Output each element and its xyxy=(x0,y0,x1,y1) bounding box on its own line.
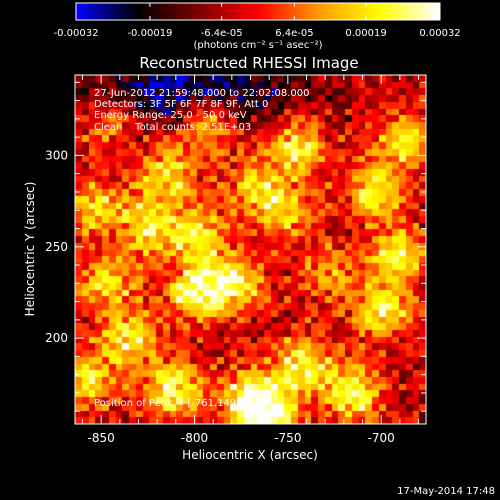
plot-area: -850 -800 -750 -700 200 250 300 27-Jun-2012 21… xyxy=(45,74,427,445)
colorbar-tick-label: -0.00019 xyxy=(127,28,172,39)
colorbar-border xyxy=(75,2,441,21)
x-axis-label: Heliocentric X (arcsec) xyxy=(182,448,318,462)
axis-ticks: -850 -800 -750 -700 200 250 300 xyxy=(45,75,426,445)
colorbar-tick-label: 0.00032 xyxy=(419,28,460,39)
y-tick-label: 200 xyxy=(45,331,68,345)
colorbar-tick-label: -0.00032 xyxy=(54,28,99,39)
annotation-detectors: Detectors: 3F 5F 6F 7F 8F 9F, Att 0 xyxy=(94,99,268,110)
peak-position-label: Position of Peak = [-761,149] xyxy=(94,398,240,409)
colorbar-tick-label: -6.4e-05 xyxy=(201,28,243,39)
date-stamp: 17-May-2014 17:48 xyxy=(397,486,495,497)
colorbar-ticks: -0.00032 -0.00019 -6.4e-05 6.4e-05 0.00019 0.… xyxy=(54,3,461,39)
colorbar-gradient xyxy=(76,3,440,20)
x-tick-label: -800 xyxy=(181,431,208,445)
chart-title: Reconstructed RHESSI Image xyxy=(139,54,358,72)
x-tick-label: -700 xyxy=(368,431,395,445)
annotation-block: 27-Jun-2012 21:59:48.000 to 22:02:08.000… xyxy=(94,88,310,133)
colorbar-unit-label: (photons cm⁻² s⁻¹ asec⁻²) xyxy=(193,40,322,51)
colorbar-tick-label: 0.00019 xyxy=(345,28,386,39)
y-axis-label: Heliocentric Y (arcsec) xyxy=(23,182,37,317)
y-tick-label: 250 xyxy=(45,240,68,254)
x-tick-label: -750 xyxy=(274,431,301,445)
annotation-energy-range: Energy Range: 25.0 - 50.0 keV xyxy=(94,110,247,121)
colorbar: -0.00032 -0.00019 -6.4e-05 6.4e-05 0.00019 0.… xyxy=(54,2,461,51)
annotation-time-range: 27-Jun-2012 21:59:48.000 to 22:02:08.000 xyxy=(94,88,310,99)
heatmap-image xyxy=(75,75,426,424)
colorbar-tick-label: 6.4e-05 xyxy=(275,28,313,39)
x-tick-label: -850 xyxy=(88,431,115,445)
y-tick-label: 300 xyxy=(45,148,68,162)
annotation-clean-counts: Clean Total counts: 2.51E+03 xyxy=(94,122,251,133)
